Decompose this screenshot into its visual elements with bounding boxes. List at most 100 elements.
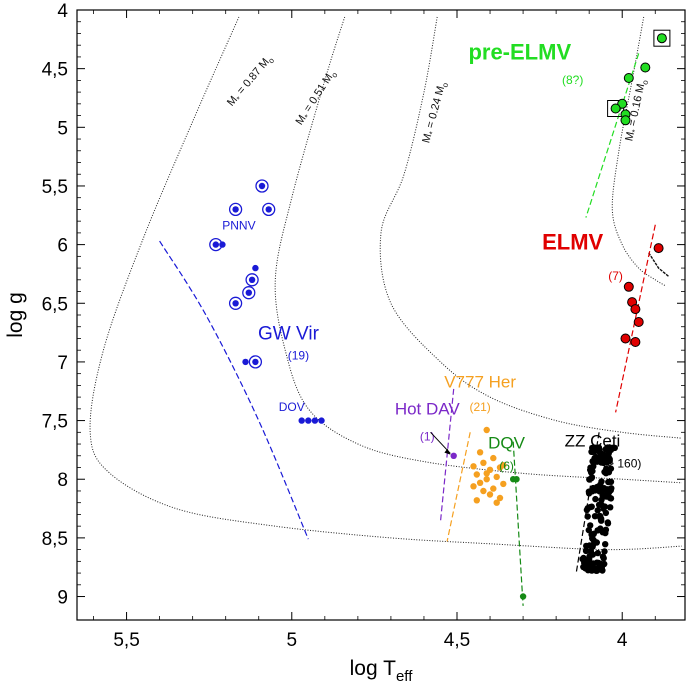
point-zz-ceti-136 (583, 542, 590, 550)
instability-strip-lines (159, 53, 656, 606)
mass-track-2 (379, 16, 682, 439)
point-zz-ceti-149 (591, 513, 599, 520)
strip-line-3 (439, 388, 455, 522)
point-gw-vir-4 (219, 241, 226, 248)
group-count-1: (7) (608, 269, 623, 283)
point-zz-ceti-140 (606, 455, 613, 463)
track-label-text-1: M* = 0.51 Mo (294, 67, 340, 128)
ring-marker-5 (242, 286, 256, 300)
point-zz-ceti-153 (604, 519, 611, 526)
point-zz-ceti-97 (599, 553, 607, 560)
group-label-6: ZZ Ceti (565, 431, 621, 450)
track-label-1: M* = 0.51 Mo (294, 67, 340, 128)
ring-marker-1 (228, 202, 243, 217)
point-dqv-1 (513, 476, 520, 483)
x-tick-label-0: 5,5 (113, 630, 139, 651)
point-zz-ceti-107 (605, 478, 612, 486)
group-label-3: Hot DAV (395, 400, 461, 419)
point-zz-ceti-142 (587, 469, 595, 476)
point-v777-her-12 (470, 483, 477, 490)
mass-track-tail (648, 252, 669, 277)
point-v777-her-13 (490, 485, 497, 492)
box-marker-0 (653, 29, 671, 47)
y-tick-label-4: 6 (57, 236, 68, 257)
point-v777-her-19 (483, 470, 490, 477)
point-pre-elmv-1 (623, 73, 634, 83)
x-tick-label-3: 4 (617, 630, 628, 651)
point-v777-her-1 (476, 449, 484, 456)
group-count-2: (19) (288, 349, 309, 363)
group-count-4: (21) (469, 400, 490, 414)
point-v777-her-3 (480, 459, 487, 466)
y-tick-label-0: 4 (57, 1, 68, 22)
point-elmv-3 (630, 304, 641, 315)
point-v777-her-4 (470, 463, 477, 470)
track-label-text-0: M* = 0.87 Mo (225, 52, 277, 110)
y-tick-label-6: 7 (57, 353, 68, 374)
point-zz-ceti-77 (584, 505, 591, 512)
point-zz-ceti-120 (584, 513, 591, 520)
strip-line-5 (512, 441, 524, 606)
point-gw-vir-7 (245, 289, 252, 296)
point-zz-ceti-139 (595, 559, 602, 567)
point-zz-ceti-150 (606, 494, 614, 502)
group-label-4: V777 Her (444, 373, 516, 392)
y-tick-label-10: 9 (57, 588, 68, 609)
group-label-1: ELMV (542, 229, 603, 254)
point-zz-ceti-133 (598, 517, 605, 524)
point-zz-ceti-143 (589, 551, 596, 558)
point-zz-ceti-75 (592, 495, 599, 503)
point-v777-her-18 (493, 499, 500, 506)
point-pre-elmv-2 (640, 62, 651, 73)
ring-marker-6 (228, 296, 243, 310)
ring-marker-7 (248, 355, 263, 369)
strip-line-4 (446, 432, 471, 542)
point-v777-her-17 (473, 497, 480, 504)
point-zz-ceti-81 (597, 525, 604, 532)
point-zz-ceti-113 (593, 539, 600, 546)
point-elmv-4 (633, 317, 644, 327)
point-v777-her-11 (500, 480, 507, 488)
point-gw-vir-11 (298, 417, 305, 424)
point-gw-vir-0 (258, 182, 266, 190)
x-axis-label: log Teff (350, 657, 414, 685)
point-zz-ceti-146 (601, 493, 609, 500)
y-tick-label-1: 4,5 (42, 60, 68, 81)
data-points (209, 29, 671, 600)
point-zz-ceti-145 (605, 489, 613, 496)
point-gw-vir-10 (252, 358, 259, 366)
point-zz-ceti-144 (607, 504, 614, 511)
point-v777-her-0 (483, 426, 490, 434)
point-v777-her-10 (476, 479, 484, 486)
point-zz-ceti-132 (595, 501, 603, 508)
mass-track-3 (611, 16, 666, 287)
point-v777-her-8 (493, 473, 500, 481)
point-pre-elmv-0 (656, 33, 667, 44)
point-zz-ceti-41 (599, 567, 606, 574)
x-tick-label-1: 5 (286, 630, 297, 651)
point-zz-ceti-126 (596, 446, 603, 453)
point-zz-ceti-158 (580, 554, 587, 562)
point-gw-vir-9 (242, 358, 249, 366)
x-tick-label-2: 4,5 (444, 630, 470, 651)
point-gw-vir-6 (248, 276, 256, 283)
point-v777-her-15 (486, 491, 494, 498)
point-zz-ceti-151 (591, 566, 598, 574)
point-zz-ceti-155 (594, 483, 601, 491)
ring-marker-2 (262, 202, 276, 217)
point-zz-ceti-106 (601, 560, 608, 568)
point-v777-her-16 (496, 494, 504, 502)
point-elmv-5 (620, 333, 631, 344)
point-gw-vir-3 (212, 241, 219, 248)
point-zz-ceti-67 (600, 485, 608, 492)
subgroup-label-pnnv: PNNV (222, 218, 255, 232)
group-count-0: (8?) (562, 73, 583, 87)
point-zz-ceti-76 (582, 547, 590, 555)
y-tick-label-9: 8,5 (42, 529, 68, 550)
point-gw-vir-5 (252, 264, 259, 272)
point-zz-ceti-135 (588, 474, 596, 481)
group-count-6: (> 160) (603, 457, 641, 471)
point-zz-ceti-156 (582, 565, 589, 572)
plot-frame (76, 9, 686, 621)
